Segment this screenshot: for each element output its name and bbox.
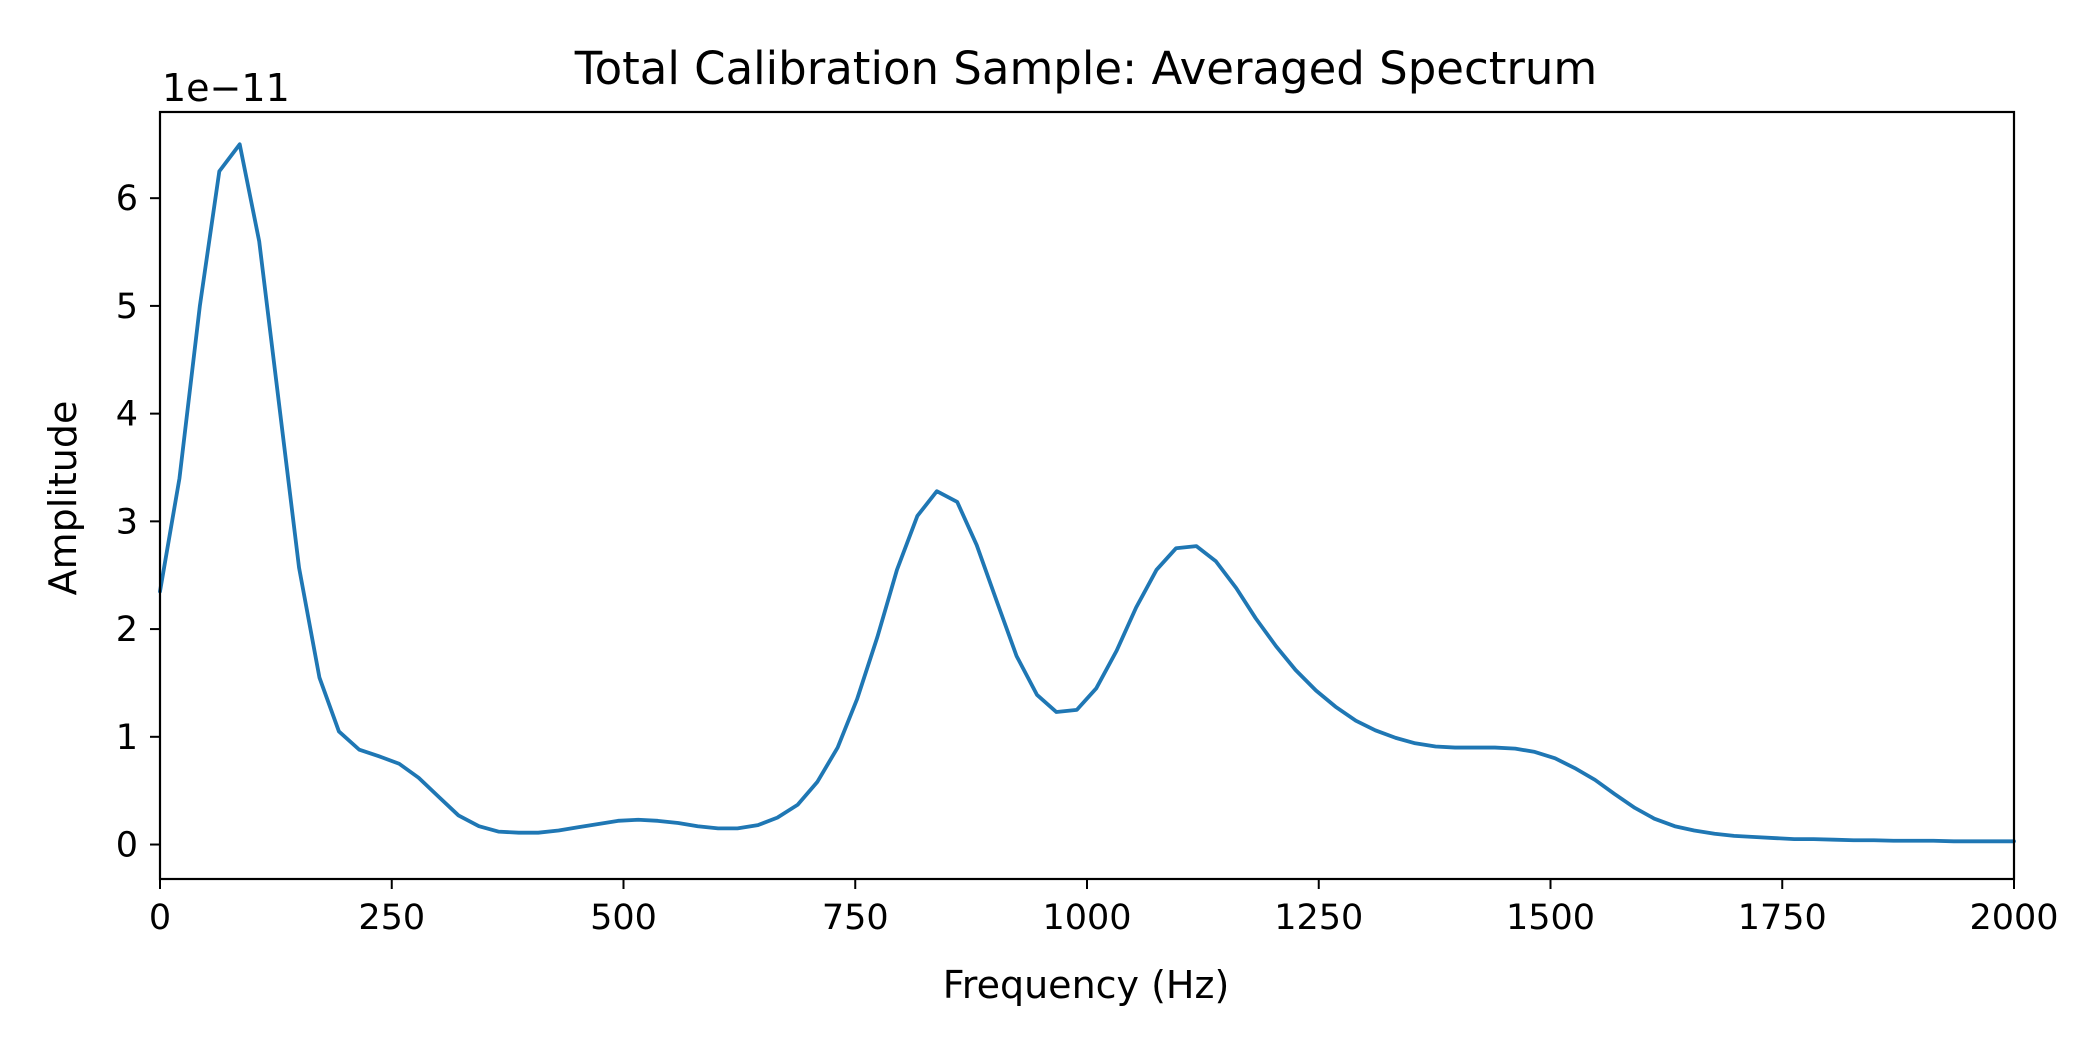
y-tick-label: 5 — [116, 287, 138, 327]
x-tick-label: 1000 — [1042, 898, 1131, 938]
x-tick-label: 250 — [358, 898, 425, 938]
x-tick-label: 1250 — [1274, 898, 1363, 938]
series-line-1 — [158, 142, 2016, 844]
y-tick-label: 3 — [116, 502, 138, 542]
x-tick-label: 1500 — [1506, 898, 1595, 938]
x-tick-label: 0 — [149, 898, 171, 938]
y-tick-label: 2 — [116, 610, 138, 650]
y-axis-offset-label: 1e−11 — [162, 66, 290, 110]
x-tick-label: 2000 — [1969, 898, 2058, 938]
plot-area: 0 250 500 750 1000 1250 1500 1750 2000 0 1 2 3 4 5 6 — [116, 110, 2059, 938]
x-tick-label: 1750 — [1738, 898, 1827, 938]
y-tick-label: 1 — [116, 718, 138, 758]
y-tick-label: 0 — [116, 826, 138, 866]
x-tick-label: 500 — [590, 898, 657, 938]
y-axis-title: Amplitude — [41, 401, 85, 596]
y-tick-label: 4 — [116, 395, 138, 435]
chart-title: Total Calibration Sample: Averaged Spect… — [574, 42, 1597, 95]
x-axis-title: Frequency (Hz) — [943, 963, 1230, 1007]
y-tick-label: 6 — [116, 179, 138, 219]
x-tick-label: 750 — [822, 898, 889, 938]
